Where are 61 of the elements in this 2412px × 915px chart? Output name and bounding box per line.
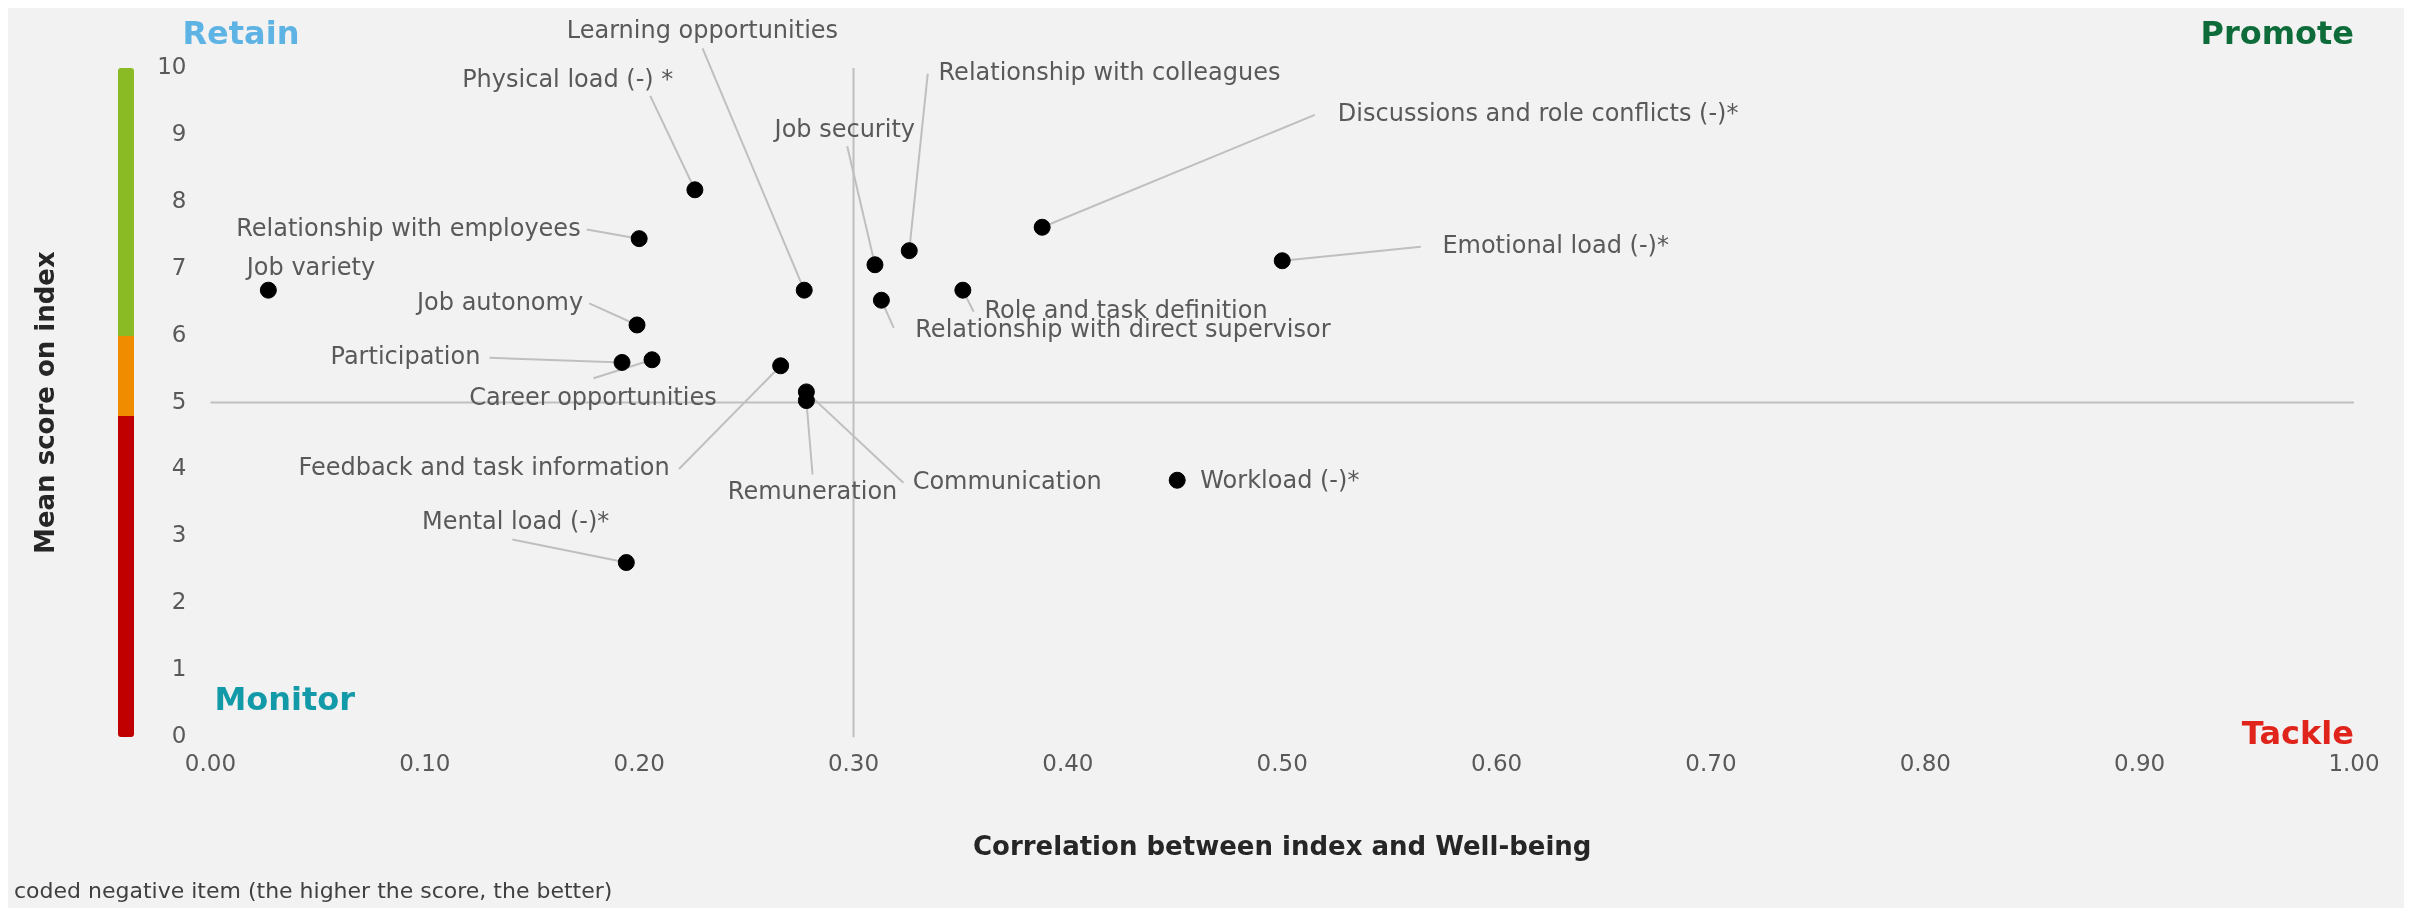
point (1168, 471, 1186, 489)
point (643, 351, 661, 369)
x-axis-title: Correlation between index and Well-being (973, 831, 1592, 862)
text: Emotional load (-)* (1442, 231, 1669, 260)
series-label: Job variety (244, 252, 376, 281)
x-tick-label: 0.60 (1470, 749, 1523, 776)
x-tick-label: 0.10 (399, 749, 451, 776)
text: Physical load (-) * (462, 64, 674, 93)
x-tick-label: 0.30 (827, 749, 880, 776)
point (1273, 252, 1291, 270)
point (630, 230, 648, 248)
text: Relationship with colleagues (938, 57, 1281, 86)
series-label: Workload (-)* (1200, 466, 1360, 494)
text: Promote (2200, 14, 2354, 53)
series-label: Job autonomy (415, 287, 584, 316)
point (866, 256, 884, 274)
x-tick-label: 0.70 (1685, 749, 1737, 776)
text: Job security (772, 115, 915, 143)
text: Learning opportunities (566, 15, 839, 44)
point (613, 353, 631, 371)
text: Feedback and task information (298, 453, 670, 482)
x-tick-label: 0.00 (184, 749, 237, 776)
text: Remuneration (727, 477, 898, 506)
x-tick-label: 0.90 (2114, 749, 2166, 776)
x-tick-label: 0.40 (1042, 749, 1094, 776)
y-tick-label: 9 (171, 119, 187, 146)
series-label: Mental load (-)* (421, 506, 610, 535)
point (900, 242, 918, 260)
y-tick-label: 6 (171, 320, 187, 347)
annotation: Monitor (214, 679, 356, 718)
point (259, 281, 277, 299)
point (795, 281, 813, 299)
annotation: Tackle (2241, 713, 2354, 752)
point (686, 181, 704, 199)
text: Retain (182, 14, 300, 53)
point (628, 316, 646, 334)
y-tick-label: 10 (157, 52, 187, 79)
point (617, 554, 635, 572)
y-tick-label: 8 (171, 186, 187, 213)
text: Communication (912, 466, 1102, 495)
y-tick-label: 2 (171, 588, 187, 615)
text: Participation (330, 342, 481, 371)
x-tick-label: 1.00 (2328, 749, 2380, 776)
y-tick-label: 4 (171, 454, 187, 481)
point (772, 357, 790, 375)
text: Discussions and role conflicts (-)* (1337, 99, 1739, 128)
x-tick-label: 0.80 (1899, 749, 1951, 776)
y-axis-title: Mean score on index (30, 251, 61, 554)
point (1033, 218, 1051, 236)
y-tick-label: 5 (171, 387, 187, 414)
y-tick-label: 0 (171, 722, 187, 749)
text: coded negative item (the higher the score, the better) (14, 877, 613, 903)
point (872, 291, 890, 309)
x-tick-label: 0.20 (613, 749, 665, 776)
text: Relationship with employees (236, 213, 581, 242)
point (954, 281, 972, 299)
y-tick-label: 1 (171, 655, 187, 682)
y-tick-label: 7 (171, 253, 187, 280)
y-tick-label: 3 (171, 521, 187, 548)
text: Career opportunities (469, 382, 717, 411)
x-tick-label: 0.50 (1256, 749, 1308, 776)
